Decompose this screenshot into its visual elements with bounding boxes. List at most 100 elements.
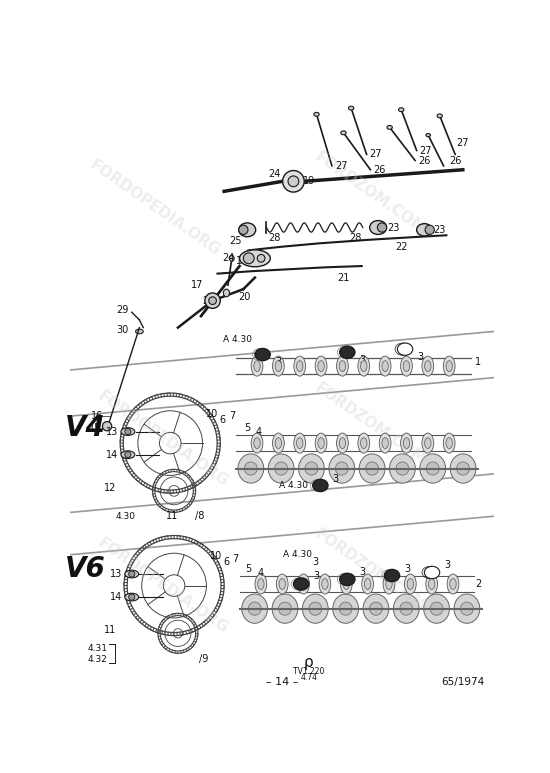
Ellipse shape xyxy=(314,112,319,116)
Text: 27: 27 xyxy=(370,149,382,159)
Text: 4.74: 4.74 xyxy=(300,673,317,682)
Ellipse shape xyxy=(296,438,303,448)
Circle shape xyxy=(205,293,220,308)
Ellipse shape xyxy=(278,602,292,615)
Text: A 4.30: A 4.30 xyxy=(223,335,252,344)
Ellipse shape xyxy=(443,356,455,376)
Ellipse shape xyxy=(251,433,263,453)
Text: 4.31: 4.31 xyxy=(87,644,107,653)
Ellipse shape xyxy=(343,579,349,589)
Circle shape xyxy=(239,225,248,234)
Ellipse shape xyxy=(294,356,306,376)
Circle shape xyxy=(425,225,435,234)
Ellipse shape xyxy=(339,602,352,615)
Ellipse shape xyxy=(337,356,348,376)
Ellipse shape xyxy=(305,462,318,475)
Ellipse shape xyxy=(315,356,327,376)
Text: a: a xyxy=(260,349,266,359)
Ellipse shape xyxy=(450,454,476,483)
Text: A 4.30: A 4.30 xyxy=(279,481,308,490)
Ellipse shape xyxy=(366,462,378,475)
Text: 3: 3 xyxy=(333,475,339,485)
Ellipse shape xyxy=(294,433,306,453)
Text: b: b xyxy=(344,574,351,584)
Text: d: d xyxy=(428,567,436,577)
Ellipse shape xyxy=(379,356,391,376)
Ellipse shape xyxy=(400,356,412,376)
Ellipse shape xyxy=(254,361,260,372)
Text: a: a xyxy=(298,579,304,589)
Ellipse shape xyxy=(361,361,367,372)
Ellipse shape xyxy=(403,438,410,448)
Ellipse shape xyxy=(387,125,392,129)
Ellipse shape xyxy=(340,574,355,586)
Ellipse shape xyxy=(382,438,388,448)
Ellipse shape xyxy=(244,462,257,475)
Ellipse shape xyxy=(359,454,385,483)
Ellipse shape xyxy=(242,594,267,623)
Ellipse shape xyxy=(404,574,416,594)
Ellipse shape xyxy=(294,578,309,590)
Text: FORDZOM.COM: FORDZOM.COM xyxy=(312,149,428,237)
Text: – 14 –: – 14 – xyxy=(266,677,298,686)
Text: 29: 29 xyxy=(116,305,129,315)
Ellipse shape xyxy=(422,433,434,453)
Text: 12: 12 xyxy=(104,483,117,492)
Text: 4.32: 4.32 xyxy=(87,655,107,664)
Circle shape xyxy=(125,428,131,434)
Ellipse shape xyxy=(296,361,303,372)
Ellipse shape xyxy=(239,223,256,237)
Ellipse shape xyxy=(386,579,392,589)
Text: 26: 26 xyxy=(373,165,386,175)
Text: 2: 2 xyxy=(475,579,481,589)
Text: 24: 24 xyxy=(222,254,234,264)
Text: 25: 25 xyxy=(229,237,242,247)
Text: 14: 14 xyxy=(110,592,123,602)
Text: 18: 18 xyxy=(236,256,248,266)
Text: 28: 28 xyxy=(268,233,280,243)
Ellipse shape xyxy=(446,361,453,372)
Ellipse shape xyxy=(358,356,370,376)
Text: 17: 17 xyxy=(191,281,204,290)
Text: c: c xyxy=(344,347,350,357)
Text: 13: 13 xyxy=(110,569,123,579)
Ellipse shape xyxy=(302,594,328,623)
Ellipse shape xyxy=(400,602,412,615)
Circle shape xyxy=(288,176,299,187)
Text: 6: 6 xyxy=(219,415,226,425)
Ellipse shape xyxy=(446,438,453,448)
Text: V6: V6 xyxy=(65,554,106,583)
Circle shape xyxy=(102,421,112,431)
Ellipse shape xyxy=(379,433,391,453)
Ellipse shape xyxy=(363,594,389,623)
Text: 3: 3 xyxy=(404,564,410,574)
Circle shape xyxy=(209,297,217,305)
Circle shape xyxy=(243,253,254,264)
Text: 16: 16 xyxy=(91,411,103,421)
Text: 26: 26 xyxy=(418,155,431,165)
Text: 30: 30 xyxy=(117,325,129,335)
Text: 15: 15 xyxy=(89,423,101,433)
Ellipse shape xyxy=(384,570,400,582)
Text: 3: 3 xyxy=(360,355,366,365)
Ellipse shape xyxy=(400,433,412,453)
Ellipse shape xyxy=(447,574,459,594)
Ellipse shape xyxy=(125,570,139,578)
Text: FORDZOM.COM: FORDZOM.COM xyxy=(312,526,428,614)
Ellipse shape xyxy=(403,361,410,372)
Ellipse shape xyxy=(298,574,310,594)
Text: 10: 10 xyxy=(206,409,219,419)
Ellipse shape xyxy=(309,602,322,615)
Ellipse shape xyxy=(417,223,432,236)
Text: 24: 24 xyxy=(202,295,215,305)
Ellipse shape xyxy=(319,574,331,594)
Text: 3: 3 xyxy=(275,357,281,367)
Ellipse shape xyxy=(425,438,431,448)
Ellipse shape xyxy=(456,462,470,475)
Ellipse shape xyxy=(420,454,446,483)
Ellipse shape xyxy=(255,349,271,361)
Ellipse shape xyxy=(389,454,415,483)
Ellipse shape xyxy=(393,594,419,623)
Ellipse shape xyxy=(238,454,263,483)
Ellipse shape xyxy=(268,454,294,483)
